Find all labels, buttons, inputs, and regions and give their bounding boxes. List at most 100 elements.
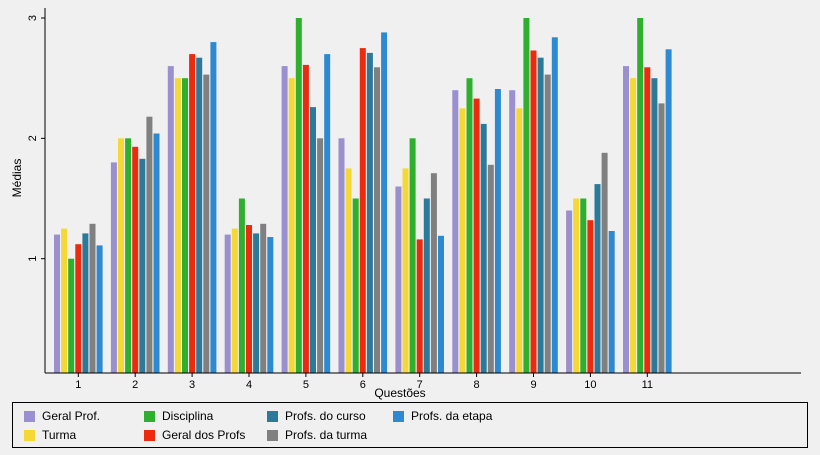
bar-q6-series-1 [345,168,352,373]
legend-item-disciplina: Disciplina [144,409,213,423]
bar-q4-series-5 [260,223,267,373]
bar-q11-series-6 [665,49,672,374]
legend-item-profs-da-etapa: Profs. da etapa [393,409,492,423]
y-tick-label: 1 [27,256,39,262]
bar-q9-series-3 [530,50,537,373]
bar-q2-series-0 [110,162,117,373]
bar-q2-series-3 [132,146,139,373]
legend-swatch [24,410,35,422]
bar-q7-series-4 [423,198,430,373]
bar-q10-series-6 [608,231,615,373]
bar-q9-series-5 [544,74,551,373]
bar-q1-series-4 [82,233,89,373]
x-axis-title: Questões [374,386,425,400]
legend-label: Profs. da turma [285,428,368,442]
bar-q1-series-6 [96,245,103,373]
x-tick-label: 6 [360,379,366,391]
legend-item-turma: Turma [24,428,76,442]
bar-q10-series-4 [594,184,601,373]
bar-q8-series-5 [487,164,494,373]
bar-q8-series-3 [473,98,480,373]
bar-q1-series-5 [89,223,96,373]
bar-q11-series-3 [644,67,651,374]
bar-q11-series-2 [637,18,644,373]
x-tick-label: 3 [189,379,195,391]
bar-q7-series-6 [438,235,444,373]
bar-q4-series-3 [246,225,252,373]
bar-q11-series-0 [623,66,629,373]
legend-swatch [24,429,35,441]
bar-q10-series-2 [580,198,587,373]
y-tick-label: 2 [27,135,39,141]
bar-q8-series-6 [494,89,501,373]
bar-q11-series-5 [658,103,665,374]
bar-q1-series-3 [75,244,82,373]
bar-q5-series-2 [295,18,302,373]
bar-q3-series-5 [203,74,210,373]
bar-q5-series-0 [281,66,288,373]
bar-q5-series-4 [310,107,316,373]
legend-item-geral-dos-profs: Geral dos Profs [144,428,245,442]
bar-q11-series-4 [651,78,658,373]
legend-label: Profs. do curso [285,409,366,423]
x-tick-label: 8 [474,379,480,391]
x-tick-label: 2 [132,379,138,391]
bar-q9-series-6 [551,37,558,374]
bar-q2-series-6 [153,133,160,373]
legend-swatch [144,410,155,422]
bar-q9-series-1 [516,108,523,374]
bar-q7-series-0 [395,186,402,373]
bar-q6-series-4 [366,52,373,374]
bar-q3-series-6 [210,42,217,373]
legend-label: Turma [42,428,77,442]
bar-q9-series-2 [523,18,530,373]
bar-q2-series-4 [139,158,146,373]
bar-q4-series-2 [238,198,245,373]
bar-q3-series-4 [196,57,203,373]
bar-q6-series-0 [338,138,345,373]
bar-q2-series-1 [118,138,124,373]
bar-q7-series-3 [416,239,423,373]
bar-q6-series-3 [359,48,366,373]
y-tick-label: 3 [27,15,39,21]
bar-q5-series-6 [324,54,331,373]
legend-swatch [267,429,278,441]
bar-q9-series-4 [537,57,544,373]
y-axis-title: Médias [10,159,24,198]
bar-q7-series-2 [409,138,416,373]
legend-label: Geral dos Profs [162,428,246,442]
legend-swatch [393,410,404,422]
bar-q8-series-0 [452,90,459,373]
bar-q6-series-5 [374,67,380,374]
legend-swatch [144,429,155,441]
legend-item-profs-da-turma: Profs. da turma [267,428,367,442]
x-tick-label: 11 [642,379,653,391]
legend: Geral Prof. Turma Disciplina Geral dos P… [12,402,808,448]
bar-q10-series-0 [566,210,573,373]
x-tick-label: 9 [530,379,536,391]
bar-q7-series-5 [430,173,437,373]
bar-q10-series-1 [573,198,580,373]
bar-q3-series-1 [174,78,181,373]
bar-q7-series-1 [402,168,409,373]
bar-q1-series-0 [54,234,60,373]
bar-q3-series-3 [189,54,196,373]
bar-q4-series-4 [253,233,260,373]
x-tick-label: 7 [417,379,423,391]
bar-q1-series-1 [61,228,68,373]
bar-q1-series-2 [68,258,75,373]
legend-label: Profs. da etapa [411,409,493,423]
legend-label: Disciplina [162,409,214,423]
bars-layer [54,18,672,374]
bar-q3-series-0 [167,66,174,373]
bar-q8-series-2 [466,78,473,373]
bar-q6-series-2 [352,198,359,373]
legend-label: Geral Prof. [42,409,101,423]
bar-q8-series-1 [459,108,466,374]
bar-q5-series-1 [288,78,295,373]
bar-q10-series-3 [587,220,594,373]
bar-q2-series-5 [146,116,153,373]
